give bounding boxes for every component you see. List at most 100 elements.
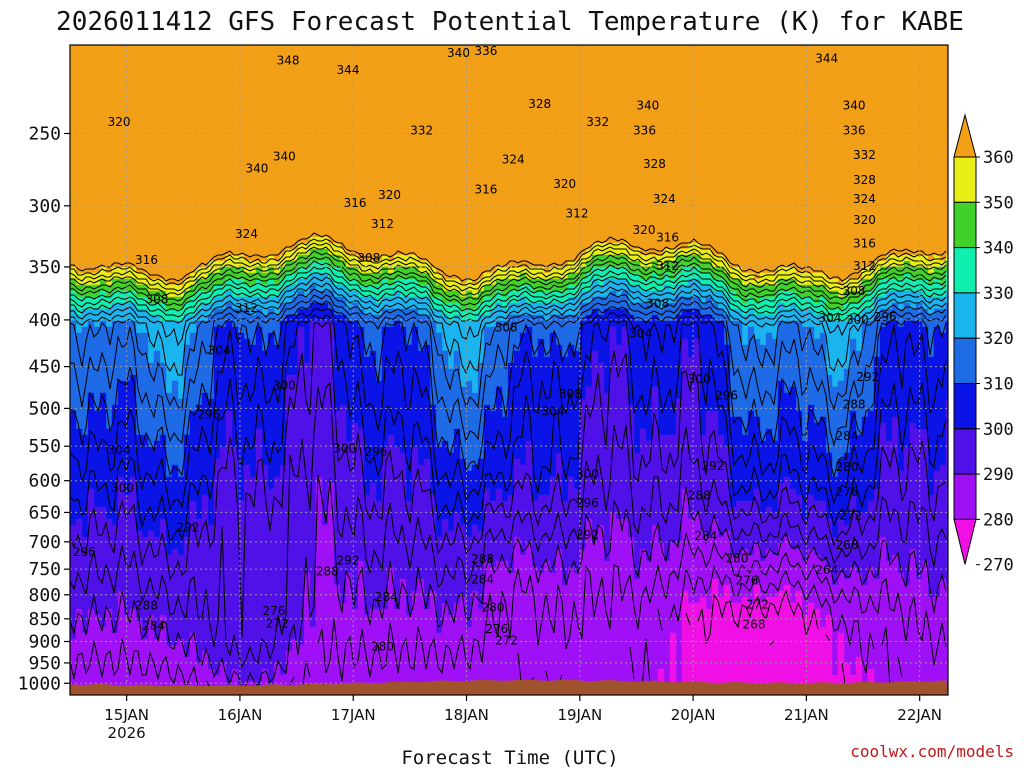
contour-label: 304	[108, 443, 131, 457]
colorbar-label: 350	[983, 193, 1014, 213]
colorbar-label: 280	[983, 510, 1014, 530]
contour-label: 304	[629, 327, 652, 341]
contour-label: 328	[528, 97, 551, 111]
isoline-334	[70, 266, 947, 318]
contour-label: 288	[316, 564, 339, 578]
contour-label: 316	[344, 196, 367, 210]
contour-label: 292	[177, 520, 200, 534]
isoline-318	[70, 288, 947, 411]
contour-label: 284	[375, 590, 398, 604]
contour-label: 288	[135, 599, 158, 613]
y-tick-label: 300	[28, 196, 61, 217]
colorbar-swatch	[953, 201, 977, 249]
credit-text: coolwx.com/models	[850, 742, 1014, 761]
isoline-310	[70, 300, 947, 478]
isoline-354	[70, 242, 947, 292]
contour-label: 272	[839, 509, 862, 523]
contour-label: 340	[273, 150, 296, 164]
plot-frame	[69, 44, 949, 696]
contour-label: 340	[636, 99, 659, 113]
isoline-330	[70, 272, 947, 324]
contour-label: 276	[262, 604, 285, 618]
contour-label: 300	[333, 441, 356, 455]
x-tick-label: 20JAN	[671, 706, 716, 724]
contour-label: 312	[235, 301, 258, 315]
colorbar-label: 330	[983, 284, 1014, 304]
colorbar-label: 270	[983, 556, 1014, 576]
y-tick-label: 500	[28, 398, 61, 419]
isoline-286	[70, 638, 199, 689]
contour-label: 324	[853, 192, 876, 206]
contour-label: 272	[746, 598, 769, 612]
y-tick-label: 800	[28, 585, 61, 606]
x-tick-label: 21JAN	[784, 706, 829, 724]
colorbar: 360 350 340 330 320 310 300 290 280 270	[953, 113, 1014, 576]
contour-label: 320	[633, 223, 656, 237]
x-tick-label: 17JAN	[331, 706, 376, 724]
contour-label: 312	[371, 217, 394, 231]
contour-label: 276	[735, 574, 758, 588]
contour-label: 324	[235, 227, 258, 241]
colorbar-swatch	[953, 473, 977, 520]
contour-label: 316	[135, 253, 158, 267]
isoline-342	[70, 256, 947, 306]
contour-label: 332	[586, 115, 609, 129]
contour-label: 308	[646, 297, 669, 311]
isoline-286	[301, 660, 311, 694]
contour-label: 328	[853, 173, 876, 187]
contour-label: 316	[656, 231, 679, 245]
contour-label: 344	[337, 63, 360, 77]
y-tick-label: 650	[28, 502, 61, 523]
contour-label: 300	[111, 481, 134, 495]
contour-label: 300	[688, 372, 711, 386]
isoline-278	[825, 634, 831, 642]
contour-label: 300	[576, 467, 599, 481]
contour-label: 336	[633, 123, 656, 137]
contour-label: 312	[566, 207, 589, 221]
contour-label: 264	[815, 563, 838, 577]
contour-label: 280	[482, 601, 505, 615]
x-axis-label: Forecast Time (UTC)	[401, 747, 618, 768]
contour-label: 276	[836, 485, 859, 499]
contour-label: 332	[410, 123, 433, 137]
plot-area: 320 348 344 340 336 340 332 328 332 340 336 344 340 3…	[70, 44, 948, 695]
contour-label: 316	[474, 183, 497, 197]
isoline-282	[881, 626, 891, 688]
y-tick-label: 250	[28, 123, 61, 144]
contour-label: 340	[843, 99, 866, 113]
colorbar-label: 290	[983, 465, 1014, 485]
contour-label: 284	[694, 529, 717, 543]
colorbar-swatch	[953, 292, 977, 339]
contour-label: 324	[653, 192, 676, 206]
isoline-302	[70, 314, 947, 545]
contour-label: 320	[108, 115, 131, 129]
x-tick-label: 19JAN	[557, 706, 602, 724]
contour-label: 296	[197, 408, 220, 422]
contour-label: 300	[273, 379, 296, 393]
contour-label: 320	[853, 213, 876, 227]
isoline-286	[317, 532, 947, 682]
colorbar-swatch	[953, 337, 977, 385]
x-tick-sublabel: 2026	[108, 724, 146, 742]
colorbar-swatch	[953, 428, 977, 475]
isoline-350	[70, 246, 947, 296]
contour-label: 272	[495, 634, 518, 648]
contour-label: 272	[266, 617, 289, 631]
colorbar-swatch	[953, 156, 977, 203]
contour-label: 304	[541, 405, 564, 419]
contour-label: 304	[819, 311, 842, 325]
contour-label: 312	[853, 259, 876, 273]
contour-label: 280	[371, 639, 394, 653]
x-tick-label: 16JAN	[218, 706, 263, 724]
colorbar-label: 310	[983, 375, 1014, 395]
contour-label: 336	[474, 44, 497, 58]
contour-label: 344	[815, 52, 838, 66]
x-tick-label: 15JAN	[104, 706, 149, 724]
colorbar-label: 320	[983, 329, 1014, 349]
contour-label: 320	[378, 188, 401, 202]
isoline-298	[70, 322, 947, 638]
contour-label: 280	[836, 460, 859, 474]
colorbar-swatch	[953, 383, 977, 430]
